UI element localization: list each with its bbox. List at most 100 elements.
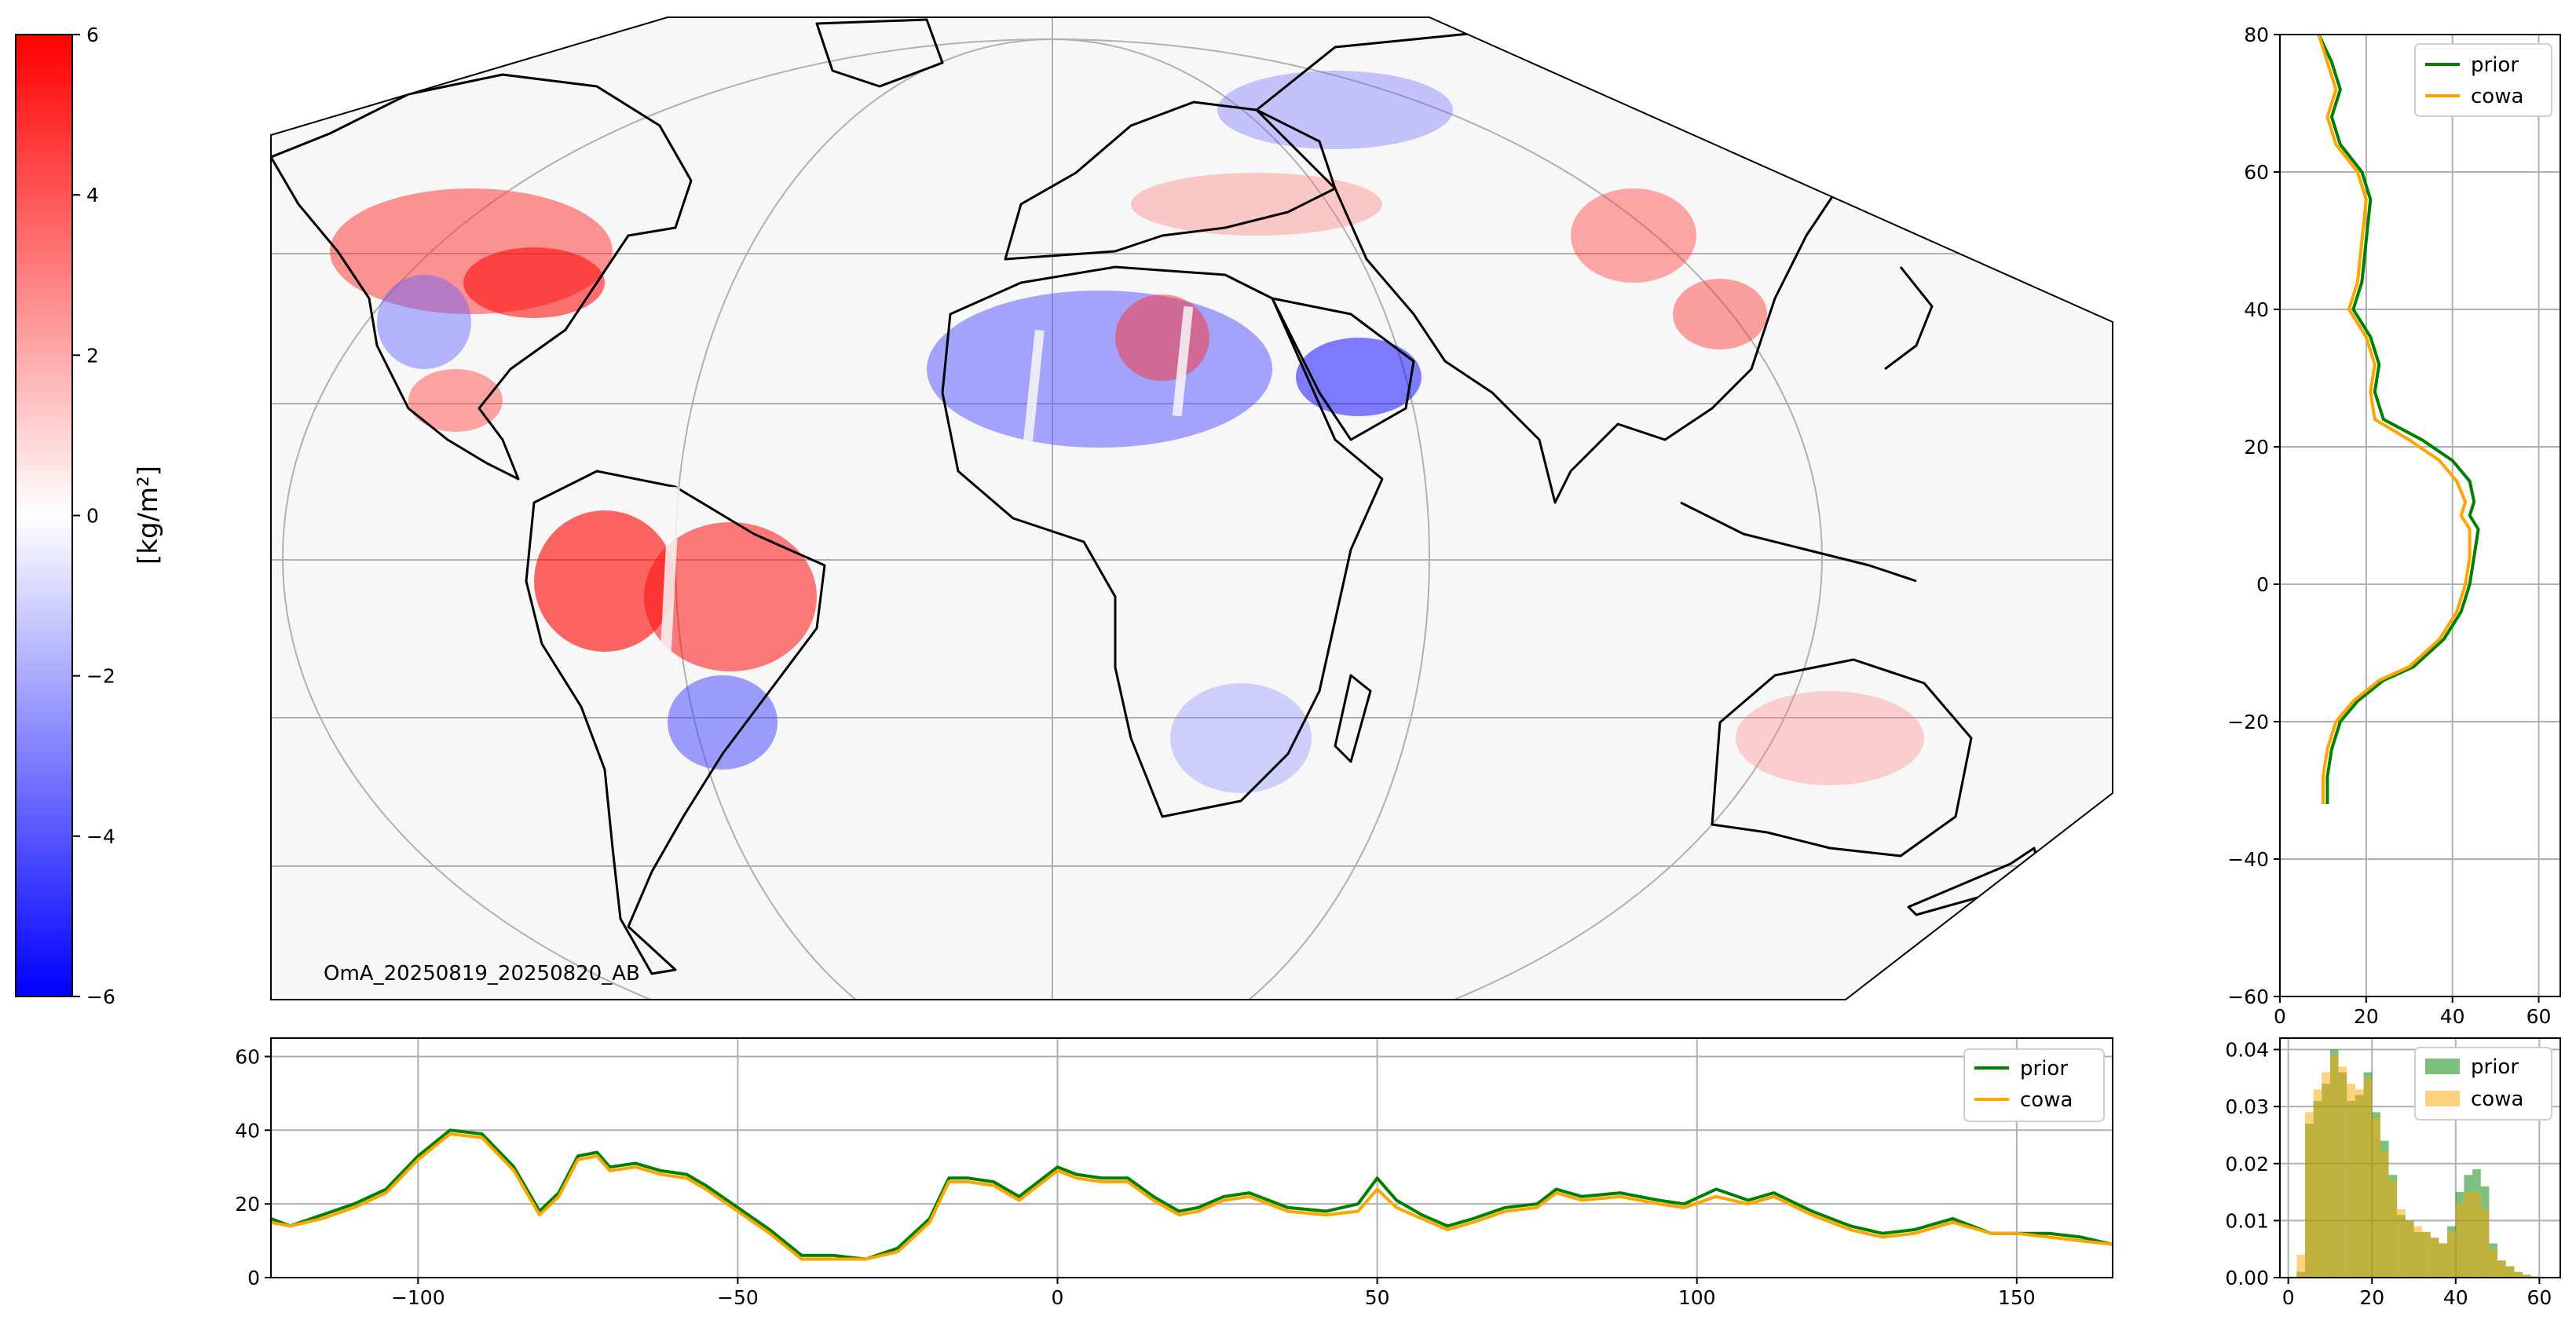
hist-ticks: 0 20 40 60 0.04 0.03 0.02 0.01 0.00 (2225, 1039, 2552, 1309)
anomaly-sahara-neg (927, 291, 1272, 448)
anomaly-sa-neg (668, 675, 778, 770)
orbit-gap-3 (1023, 329, 1045, 448)
coast-north-america (271, 73, 693, 481)
hist-bar-cowa (2405, 1220, 2414, 1278)
lon-ytick-label: 0 (247, 1267, 260, 1289)
lon-xtick-label: 100 (1678, 1286, 1716, 1309)
anomaly-asia-pos (1571, 188, 1696, 283)
anomaly-na-pos (463, 247, 605, 318)
lat-series-cowa (2317, 34, 2472, 804)
hist-bar-cowa (2523, 1275, 2531, 1278)
lat-ytick-label: −60 (2227, 985, 2269, 1008)
colorbar-tick-label: 2 (86, 344, 99, 367)
hist-ytick-label: 0.03 (2225, 1095, 2269, 1118)
lon-legend: prior cowa (1963, 1048, 2105, 1122)
hist-bar-cowa (2413, 1226, 2423, 1278)
colorbar-tick-label: −6 (86, 985, 115, 1008)
lat-legend-cowa-label: cowa (2471, 85, 2523, 108)
lat-ticks: 0 20 40 60 80 60 40 20 0 −20 −40 −60 (2227, 24, 2551, 1028)
lon-gridlines (271, 1038, 2113, 1278)
hist-bar-cowa (2489, 1249, 2498, 1278)
lat-series (2317, 34, 2480, 804)
hist-ytick-label: 0.04 (2225, 1039, 2269, 1062)
hist-bar-cowa (2514, 1271, 2523, 1278)
hist-bar-cowa (2380, 1152, 2389, 1278)
coast-africa (941, 265, 1384, 818)
anomaly-australia (1736, 691, 1924, 785)
lat-ytick-label: −40 (2227, 848, 2269, 871)
hist-ytick-label: 0.01 (2225, 1209, 2269, 1232)
hist-bar-cowa (2422, 1231, 2431, 1278)
hist-legend-cowa-swatch (2425, 1091, 2460, 1106)
lat-ytick-label: 40 (2244, 298, 2269, 321)
hist-bar-cowa (2505, 1266, 2515, 1278)
coast-south-america (525, 470, 826, 975)
colorbar-tick-label: −2 (86, 665, 115, 688)
colorbar-ticks: 6 4 2 0 −2 −4 −6 (72, 24, 115, 1008)
hist-bar-cowa (2372, 1117, 2380, 1278)
lat-ytick-label: −20 (2227, 711, 2269, 733)
anomaly-sa-pos-east (644, 522, 817, 671)
coast-arabia (1271, 297, 1415, 441)
colorbar-tick-label: 0 (86, 505, 99, 528)
hist-bar-cowa (2296, 1254, 2305, 1278)
hist-bar-cowa (2497, 1260, 2506, 1278)
hist-bar-cowa (2338, 1066, 2347, 1278)
orbit-gap-1 (658, 486, 680, 692)
anomaly-mexico-pos (408, 369, 503, 432)
lon-xtick-label: 0 (1052, 1286, 1064, 1309)
lat-xtick-label: 0 (2274, 1005, 2286, 1028)
coast-australia (1711, 658, 1973, 857)
lat-ytick-label: 80 (2244, 24, 2269, 46)
anomaly-sahara-pos (1115, 294, 1209, 381)
lon-series (270, 1128, 2113, 1261)
colorbar-label: [kg/m²] (133, 466, 164, 565)
latitude-profile-panel: 0 20 40 60 80 60 40 20 0 −20 −40 −60 prior cowa (2227, 24, 2561, 1028)
colorbar: 6 4 2 0 −2 −4 −6 [kg/m²] (15, 24, 164, 1008)
colorbar-gradient (15, 34, 73, 997)
lon-series-cowa (270, 1132, 2113, 1261)
hist-bar-cowa (2363, 1077, 2373, 1278)
hist-bar-cowa (2472, 1192, 2481, 1278)
hist-bar-cowa (2322, 1072, 2330, 1278)
map-panel: OmA_20250819_20250820_AB (270, 16, 2113, 1000)
hist-bar-cowa (2447, 1231, 2456, 1278)
coast-greenland (815, 18, 944, 88)
lon-ytick-label: 20 (235, 1193, 260, 1216)
coast-indonesia (1680, 501, 1917, 583)
colorbar-tick-label: −4 (86, 825, 115, 848)
coast-japan (1884, 266, 1934, 371)
lon-axes-frame (270, 1037, 2113, 1278)
coast-madagascar (1334, 674, 1372, 763)
lat-xtick-label: 40 (2440, 1005, 2465, 1028)
hist-axes-frame (2279, 1037, 2561, 1278)
anomaly-china-pos (1673, 279, 1767, 349)
hist-legend: prior cowa (2414, 1047, 2552, 1121)
hist-legend-prior-label: prior (2471, 1055, 2519, 1079)
lat-ytick-label: 0 (2256, 573, 2269, 596)
hist-legend-prior-swatch (2425, 1059, 2460, 1074)
lat-series-prior (2317, 34, 2480, 804)
lon-series-prior (270, 1128, 2113, 1261)
lon-ytick-label: 40 (235, 1119, 260, 1142)
lon-ticks: −100 −50 0 50 100 150 60 40 20 0 (235, 1045, 2036, 1309)
lon-legend-prior-label: prior (2020, 1057, 2068, 1081)
hist-bars (2296, 1049, 2540, 1278)
lat-ytick-label: 60 (2244, 161, 2269, 184)
histogram-panel: 0 20 40 60 0.04 0.03 0.02 0.01 0.00 prior cowa (2225, 1037, 2561, 1309)
lat-legend-prior-label: prior (2471, 53, 2519, 77)
hist-xtick-label: 20 (2359, 1286, 2384, 1309)
lon-xtick-label: 50 (1365, 1286, 1390, 1309)
lon-xtick-label: 150 (1998, 1286, 2036, 1309)
orbit-gaps (658, 305, 1194, 692)
lat-xtick-label: 60 (2527, 1005, 2552, 1028)
hist-bar-cowa (2464, 1192, 2473, 1278)
hist-xtick-label: 40 (2443, 1286, 2468, 1309)
hist-bar-cowa (2347, 1084, 2355, 1278)
hist-bar-cowa (2439, 1243, 2448, 1278)
lat-xtick-label: 20 (2354, 1005, 2379, 1028)
hist-bar-cowa (2388, 1180, 2398, 1278)
lat-legend: prior cowa (2414, 43, 2552, 117)
orbit-gap-2 (1172, 305, 1194, 417)
